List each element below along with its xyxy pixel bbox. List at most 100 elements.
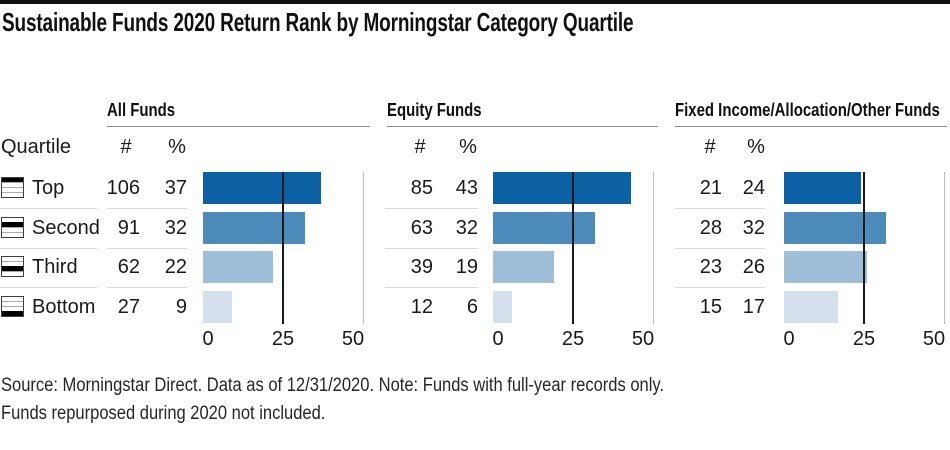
row-separator [107, 208, 187, 209]
fund-count: 12 [410, 295, 433, 318]
quartile-icon-stripe [2, 227, 23, 232]
reference-line-25 [282, 172, 284, 324]
panel-header-underline [107, 126, 370, 127]
reference-line-25 [572, 172, 574, 324]
fund-count: 106 [106, 176, 140, 199]
x-tick-label: 0 [202, 327, 214, 350]
bar-third-quartile [493, 251, 554, 283]
row-separator [0, 208, 97, 209]
bar-third-quartile [203, 251, 274, 283]
fund-percent: 37 [164, 176, 187, 199]
row-separator [385, 248, 478, 249]
chart-title: Sustainable Funds 2020 Return Rank by Mo… [2, 7, 634, 37]
bar-second-quartile [493, 212, 596, 244]
fund-count: 91 [117, 216, 140, 239]
bar-bottom-quartile [203, 291, 232, 323]
x-tick-label: 50 [631, 327, 655, 350]
fund-percent: 32 [455, 216, 478, 239]
row-separator [107, 248, 187, 249]
row-separator [385, 208, 478, 209]
fund-count: 15 [699, 295, 722, 318]
bar-bottom-quartile [493, 291, 513, 323]
source-note-line2: Funds repurposed during 2020 not include… [1, 403, 326, 424]
quartile-row-label: Bottom [32, 295, 96, 318]
percent-column-header: % [459, 135, 477, 158]
quartile-top-icon [1, 177, 24, 198]
count-column-header: # [120, 135, 132, 158]
quartile-icon-stripe [2, 178, 23, 182]
count-column-header: # [414, 135, 426, 158]
bar-third-quartile [784, 251, 868, 283]
quartile-bottom-icon [1, 296, 24, 317]
source-note-line1: Source: Morningstar Direct. Data as of 1… [1, 375, 665, 396]
quartile-row-label: Second [32, 216, 100, 239]
row-separator [0, 248, 97, 249]
bar-second-quartile [784, 212, 887, 244]
fund-percent: 22 [164, 255, 187, 278]
fund-percent: 24 [742, 176, 765, 199]
quartile-row-label: Top [32, 176, 65, 199]
percent-column-header: % [747, 135, 765, 158]
quartile-icon-stripe [2, 222, 23, 227]
reference-line-25 [863, 172, 865, 324]
bar-top-quartile [784, 172, 861, 204]
quartile-second-icon [1, 217, 24, 238]
x-tick-label: 50 [922, 327, 946, 350]
x-tick-label: 0 [492, 327, 504, 350]
gridline-50 [363, 172, 364, 324]
fund-count: 27 [117, 295, 140, 318]
fund-count: 39 [410, 255, 433, 278]
quartile-column-header: Quartile [1, 135, 72, 158]
count-column-header: # [704, 135, 716, 158]
fund-percent: 19 [455, 255, 478, 278]
panel-title: Fixed Income/Allocation/Other Funds [675, 100, 940, 120]
quartile-icon-stripe [2, 187, 23, 192]
bar-top-quartile [203, 172, 322, 204]
fund-percent: 6 [466, 295, 478, 318]
bar-top-quartile [493, 172, 631, 204]
quartile-icon-stripe [2, 261, 23, 266]
x-tick-label: 25 [271, 327, 295, 350]
fund-count: 21 [699, 176, 722, 199]
x-tick-label: 0 [783, 327, 795, 350]
row-separator [385, 287, 478, 288]
quartile-row-label: Third [32, 255, 78, 278]
quartile-icon-stripe [2, 232, 23, 237]
bar-bottom-quartile [784, 291, 839, 323]
fund-count: 23 [699, 255, 722, 278]
x-tick-label: 25 [852, 327, 876, 350]
panel-title: All Funds [107, 100, 176, 120]
row-separator [675, 287, 765, 288]
quartile-icon-stripe [2, 311, 23, 316]
bar-second-quartile [203, 212, 306, 244]
percent-column-header: % [168, 135, 186, 158]
fund-percent: 9 [175, 295, 187, 318]
quartile-icon-stripe [2, 192, 23, 197]
gridline-50 [653, 172, 654, 324]
row-separator [675, 248, 765, 249]
fund-percent: 26 [742, 255, 765, 278]
panel-header-underline [387, 126, 658, 127]
quartile-icon-stripe [2, 182, 23, 187]
gridline-50 [944, 172, 945, 324]
quartile-icon-stripe [2, 271, 23, 276]
fund-count: 62 [117, 255, 140, 278]
x-tick-label: 50 [341, 327, 365, 350]
quartile-third-icon [1, 256, 24, 277]
row-separator [0, 287, 97, 288]
panel-title: Equity Funds [387, 100, 482, 120]
fund-percent: 32 [742, 216, 765, 239]
row-separator [675, 208, 765, 209]
quartile-icon-stripe [2, 306, 23, 311]
quartile-icon-stripe [2, 301, 23, 306]
panel-header-underline [675, 126, 947, 127]
quartile-icon-stripe [2, 266, 23, 271]
fund-percent: 32 [164, 216, 187, 239]
fund-percent: 43 [455, 176, 478, 199]
top-rule [0, 0, 950, 4]
fund-count: 63 [410, 216, 433, 239]
fund-percent: 17 [742, 295, 765, 318]
x-tick-label: 25 [561, 327, 585, 350]
